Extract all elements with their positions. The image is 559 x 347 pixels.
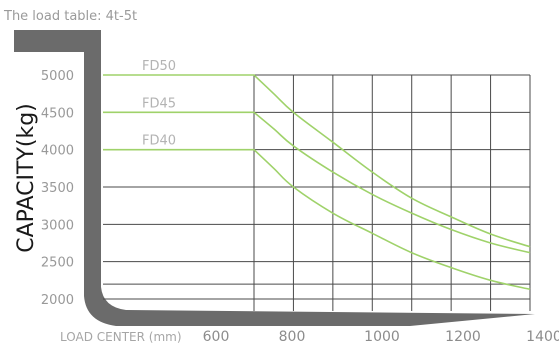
y-tick-4000: 4000 [41, 144, 74, 159]
y-tick-4500: 4500 [41, 106, 74, 121]
series-line-fd45 [103, 111, 531, 254]
x-axis-label: LOAD CENTER (mm) [60, 330, 182, 344]
series-label-fd45: FD45 [142, 96, 176, 111]
y-axis-label: CAPACITY(kg) [14, 103, 39, 253]
x-tick-labels: 600 800 1000 1200 1400 [203, 329, 559, 345]
y-tick-2500: 2500 [41, 256, 74, 271]
series-line-fd40 [103, 148, 531, 291]
x-tick-1400: 1400 [526, 329, 559, 345]
series-label-fd40: FD40 [142, 134, 176, 149]
x-tick-1200: 1200 [445, 329, 481, 345]
chart-title: The load table: 4t-5t [3, 9, 137, 24]
y-tick-3500: 3500 [41, 181, 74, 196]
x-tick-600: 600 [203, 329, 230, 345]
series-label-fd50: FD50 [142, 59, 176, 74]
series-line-fd50 [103, 74, 531, 248]
series-lines [103, 74, 531, 291]
y-tick-5000: 5000 [41, 69, 74, 84]
y-tick-3000: 3000 [41, 218, 74, 233]
fork-frame [14, 30, 535, 326]
y-tick-2000: 2000 [41, 293, 74, 308]
y-tick-labels: 2000 2500 3000 3500 4000 4500 5000 [41, 69, 74, 308]
series-labels: FD50 FD45 FD40 [142, 59, 176, 149]
x-tick-800: 800 [279, 329, 306, 345]
x-tick-1000: 1000 [364, 329, 400, 345]
